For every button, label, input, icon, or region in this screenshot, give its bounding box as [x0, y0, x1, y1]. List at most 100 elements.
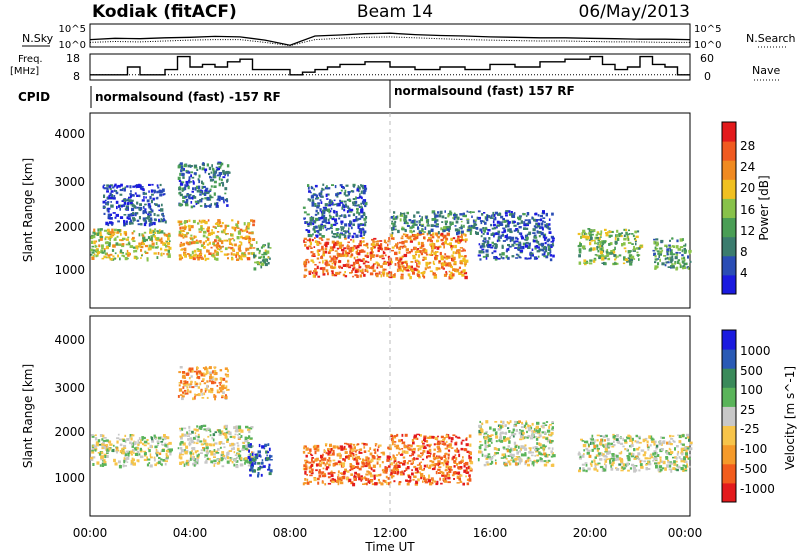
echo-cell: [354, 446, 357, 449]
echo-cell: [365, 478, 367, 481]
echo-cell: [195, 254, 197, 257]
echo-cell: [593, 247, 596, 250]
echo-cell: [490, 247, 493, 249]
echo-cell: [523, 454, 526, 457]
echo-cell: [373, 469, 376, 472]
echo-cell: [118, 244, 121, 246]
echo-cell: [312, 222, 314, 225]
echo-cell: [99, 453, 101, 456]
echo-cell: [339, 200, 341, 202]
echo-cell: [536, 240, 538, 243]
echo-cell: [581, 232, 583, 235]
echo-cell: [143, 219, 145, 221]
echo-cell: [328, 483, 331, 485]
echo-cell: [338, 218, 340, 220]
echo-cell: [520, 445, 523, 448]
echo-cell: [351, 449, 354, 452]
echo-cell: [179, 173, 181, 176]
echo-cell: [441, 258, 444, 260]
echo-cell: [515, 257, 518, 259]
echo-cell: [461, 442, 463, 445]
echo-cell: [179, 454, 181, 456]
echo-cell: [219, 384, 221, 386]
echo-cell: [480, 429, 483, 432]
echo-cell: [526, 237, 529, 240]
echo-cell: [315, 469, 318, 471]
echo-cell: [366, 463, 369, 465]
echo-cell: [227, 461, 230, 464]
echo-cell: [237, 434, 239, 436]
echo-cell: [225, 381, 227, 383]
echo-cell: [304, 478, 306, 481]
echo-cell: [447, 228, 450, 231]
echo-cell: [135, 250, 138, 253]
echo-cell: [428, 475, 430, 478]
echo-cell: [184, 451, 187, 454]
echo-cell: [323, 458, 326, 461]
echo-cell: [109, 238, 111, 241]
echo-cell: [129, 193, 131, 195]
echo-cell: [163, 434, 166, 438]
echo-cell: [463, 269, 466, 272]
echo-cell: [681, 452, 683, 455]
echo-cell: [396, 218, 398, 220]
echo-cell: [461, 274, 464, 277]
echo-cell: [448, 454, 450, 457]
echo-cell: [91, 450, 94, 452]
echo-cell: [680, 246, 684, 248]
echo-cell: [637, 254, 640, 256]
echo-cell: [316, 464, 318, 467]
echo-cell: [160, 208, 163, 212]
echo-cell: [180, 221, 183, 223]
echo-cell: [326, 209, 328, 211]
echo-cell: [540, 215, 543, 217]
echo-cell: [323, 468, 325, 470]
echo-cell: [367, 265, 370, 268]
echo-cell: [158, 457, 161, 459]
echo-cell: [508, 422, 510, 424]
echo-cell: [313, 226, 315, 229]
echo-cell: [219, 458, 221, 461]
echo-cell: [518, 244, 521, 247]
echo-cell: [379, 255, 381, 258]
echo-cell: [637, 230, 639, 232]
echo-cell: [447, 233, 450, 236]
freq-right-tick-top: 60: [700, 52, 714, 65]
echo-cell: [500, 432, 503, 435]
echo-cell: [516, 449, 518, 451]
echo-cell: [488, 215, 490, 218]
echo-cell: [503, 229, 506, 232]
echo-cell: [545, 424, 548, 426]
echo-cell: [199, 231, 202, 233]
echo-cell: [434, 443, 436, 445]
echo-cell: [347, 242, 350, 244]
echo-cell: [321, 189, 323, 191]
echo-cell: [624, 247, 627, 249]
echo-cell: [119, 258, 121, 261]
echo-cell: [486, 254, 489, 258]
echo-cell: [166, 455, 168, 458]
echo-cell: [375, 474, 378, 476]
echo-cell: [400, 471, 403, 473]
echo-cell: [344, 192, 346, 195]
echo-cell: [402, 270, 404, 273]
echo-cell: [221, 231, 224, 233]
echo-cell: [225, 428, 227, 430]
echo-cell: [378, 479, 380, 481]
echo-cell: [501, 440, 503, 443]
echo-cell: [211, 381, 214, 384]
echo-cell: [360, 477, 363, 479]
echo-cell: [484, 222, 487, 225]
echo-cell: [370, 474, 373, 477]
power-cbar-tick-8: 8: [740, 245, 748, 259]
echo-cell: [108, 254, 111, 256]
echo-cell: [157, 187, 159, 189]
echo-cell: [664, 467, 667, 471]
echo-cell: [537, 250, 540, 252]
echo-cell: [406, 263, 408, 267]
echo-cell: [666, 246, 668, 248]
echo-cell: [585, 233, 587, 235]
echo-cell: [210, 189, 212, 191]
echo-cell: [207, 192, 209, 194]
echo-cell: [90, 457, 93, 460]
